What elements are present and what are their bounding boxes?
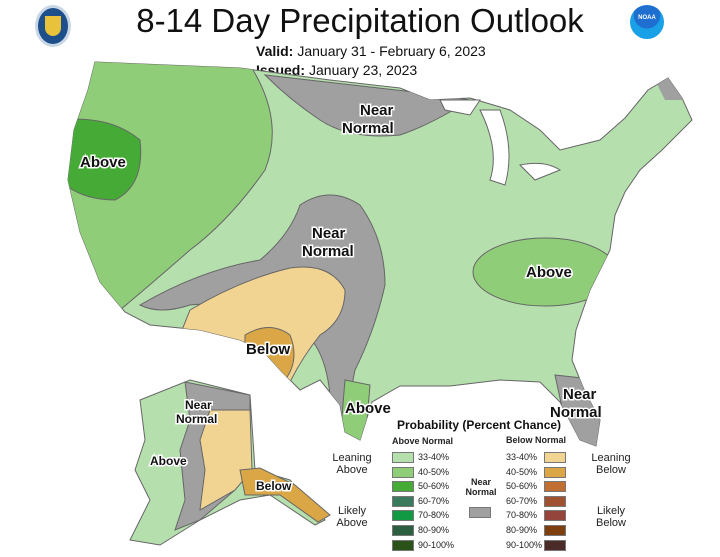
legend-swatch-above-0 — [392, 452, 414, 463]
legend-swatch-below-1 — [544, 466, 566, 478]
legend-swatch-below-2 — [544, 481, 566, 493]
label-near-central-1: Near — [312, 225, 346, 242]
legend-label-below-3: 60-70% — [506, 495, 538, 506]
label-ak-near-1: Near — [185, 398, 212, 412]
legend-swatch-below-0 — [544, 452, 566, 463]
label-below-sw: Below — [246, 341, 291, 358]
label-near-north-2: Normal — [342, 120, 394, 137]
label-ak-below: Below — [256, 479, 292, 493]
label-above-se: Above — [526, 264, 572, 281]
legend-label-below-0: 33-40% — [506, 452, 538, 462]
legend-swatch-above-3 — [392, 495, 414, 507]
label-near-north-1: Near — [360, 102, 394, 119]
label-above-tx: Above — [345, 400, 391, 417]
legend-label-above-5: 80-90% — [418, 525, 450, 535]
legend-swatch-above-4 — [392, 510, 414, 522]
page-title: 8-14 Day Precipitation Outlook — [136, 2, 584, 39]
legend-swatch-above-6 — [392, 539, 414, 551]
legend-swatch-above-1 — [392, 466, 414, 478]
legend-swatch-above-2 — [392, 481, 414, 493]
great-lakes — [439, 99, 562, 186]
label-above-nw: Above — [80, 154, 126, 171]
legend-label-above-4: 70-80% — [418, 510, 450, 521]
region-above-50-nw — [68, 118, 142, 201]
legend-swatch-above-5 — [392, 525, 414, 536]
legend-label-below-5: 80-90% — [506, 525, 538, 535]
legend-swatch-near-normal — [469, 507, 491, 518]
noaa-logo: NOAA — [630, 5, 664, 39]
legend-label-above-6: 90-100% — [418, 539, 455, 550]
legend-swatch-below-4 — [544, 510, 566, 522]
region-above-40-nw — [68, 62, 273, 311]
label-near-central-2: Normal — [302, 243, 354, 260]
label-ak-near-2: Normal — [176, 412, 217, 426]
alaska-lean-below — [199, 409, 253, 511]
alaska-below-40 — [239, 467, 331, 523]
valid-dates: Valid: January 31 - February 6, 2023 — [256, 43, 486, 59]
region-near-normal-north — [263, 74, 472, 137]
legend-label-below-4: 70-80% — [506, 510, 538, 521]
legend-swatch-below-6 — [544, 539, 566, 551]
legend-label-above-1: 40-50% — [418, 466, 450, 477]
legend-label-above-3: 60-70% — [418, 495, 450, 506]
label-near-fl-2: Normal — [550, 404, 602, 421]
legend-label-below-2: 50-60% — [506, 481, 538, 492]
legend-swatch-below-5 — [544, 525, 566, 536]
legend-label-above-2: 50-60% — [418, 481, 450, 492]
label-near-fl-1: Near — [563, 386, 597, 403]
commerce-seal-logo — [35, 5, 71, 47]
legend-label-below-6: 90-100% — [506, 539, 543, 550]
legend-swatch-below-3 — [544, 495, 566, 507]
legend-label-below-1: 40-50% — [506, 466, 538, 477]
legend-label-above-0: 33-40% — [418, 452, 450, 462]
label-ak-above: Above — [150, 454, 187, 468]
